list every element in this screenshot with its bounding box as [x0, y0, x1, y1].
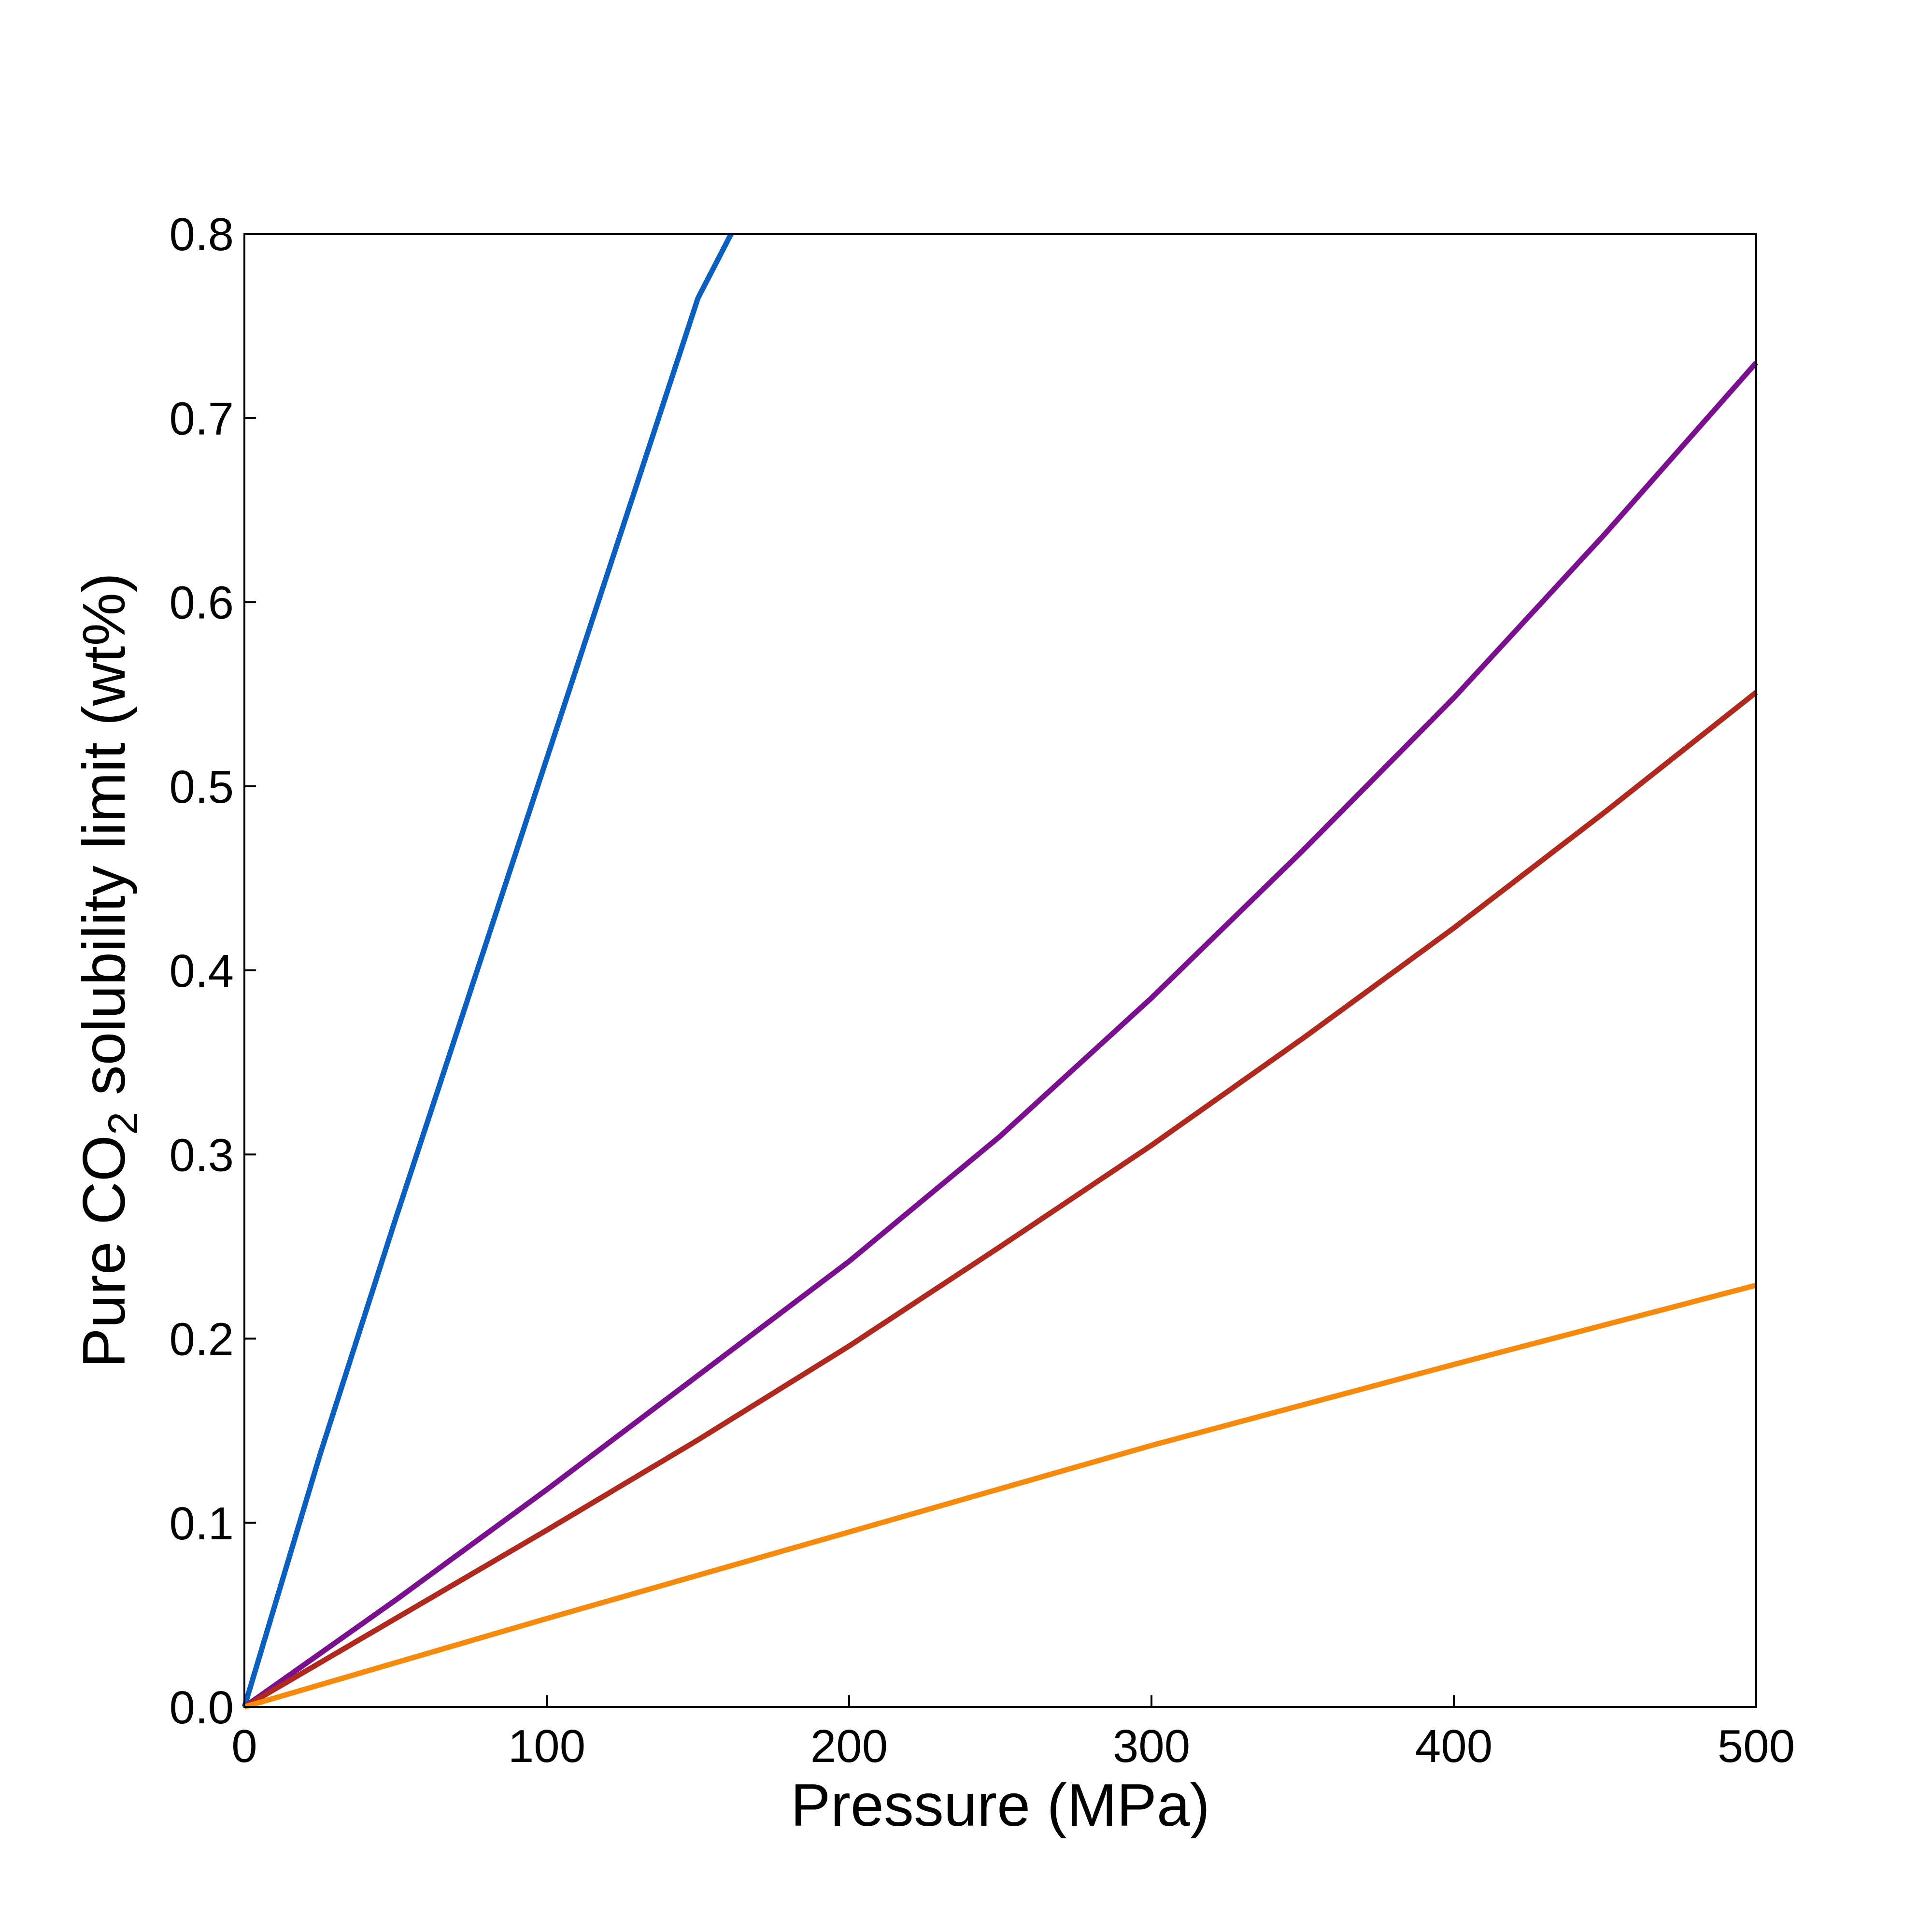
y-axis-title-prefix: Pure CO: [71, 1135, 138, 1368]
x-tick-label: 200: [810, 1720, 888, 1772]
y-tick-label: 0.1: [170, 1498, 234, 1549]
series-layer: [242, 232, 1759, 1710]
x-tick-label: 400: [1415, 1720, 1492, 1772]
x-tick-label: 100: [508, 1720, 585, 1772]
y-tick-label: 0.3: [170, 1129, 234, 1181]
tick-layer: 0 100 200 300 400 500 0.0 0.1 0.2 0.3 0.4 0.5 0.6 0.7…: [170, 209, 1795, 1772]
y-tick-label: 0.4: [170, 945, 234, 997]
y-axis-title-suffix: solubility limit (wt%): [71, 573, 138, 1112]
series-line-3: [243, 690, 1758, 1709]
y-axis-title: Pure CO2 solubility limit (wt%): [71, 573, 146, 1368]
x-tick-label: 500: [1718, 1720, 1795, 1772]
x-tick-label: 0: [231, 1720, 257, 1772]
y-tick-label: 0.2: [170, 1314, 234, 1365]
y-tick-label: 0.8: [170, 209, 234, 260]
x-tick-label: 300: [1113, 1720, 1190, 1772]
y-axis-title-subscript: 2: [100, 1112, 146, 1135]
x-axis-title: Pressure (MPa): [791, 1772, 1210, 1839]
y-tick-label: 0.6: [170, 577, 234, 629]
series-line-4: [243, 1282, 1757, 1710]
y-tick-label: 0.0: [170, 1682, 234, 1733]
series-line-1: [242, 232, 734, 1708]
y-tick-label: 0.7: [170, 393, 234, 444]
series-line-2: [242, 361, 1759, 1709]
y-tick-label: 0.5: [170, 761, 234, 813]
